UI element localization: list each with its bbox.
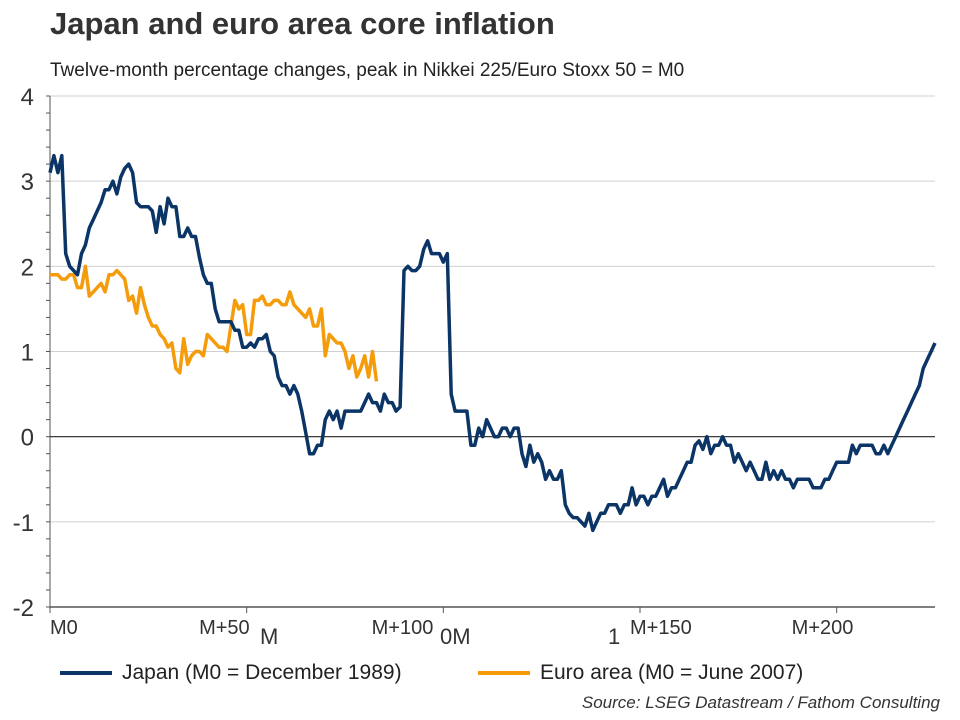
legend-label-japan: Japan (M0 = December 1989) bbox=[122, 661, 402, 684]
y-tick-label: 3 bbox=[21, 169, 34, 196]
source-note: Source: LSEG Datastream / Fathom Consult… bbox=[581, 693, 940, 712]
x-tick-label: M+100 bbox=[372, 617, 434, 639]
x-tick-label: M+200 bbox=[792, 617, 854, 639]
euro-area-series-line bbox=[50, 264, 379, 382]
x-tick-label: M+150 bbox=[630, 617, 692, 639]
legend-label-euro-area: Euro area (M0 = June 2007) bbox=[540, 661, 804, 684]
chart-title: Japan and euro area core inflation bbox=[50, 6, 555, 41]
x-tick-label-artifact: 0M bbox=[440, 624, 471, 649]
legend-item-japan: Japan (M0 = December 1989) bbox=[60, 661, 402, 685]
legend-swatch-japan bbox=[60, 671, 112, 675]
y-tick-label: 0 bbox=[21, 425, 34, 452]
y-tick-label: -2 bbox=[13, 595, 34, 622]
chart-subtitle: Twelve-month percentage changes, peak in… bbox=[50, 60, 685, 81]
y-tick-label: 4 bbox=[21, 84, 34, 111]
x-tick-label: M0 bbox=[50, 617, 78, 639]
x-tick-label: M+50 bbox=[199, 617, 250, 639]
y-tick-label: 1 bbox=[21, 340, 34, 367]
x-tick-label-artifact: 1 bbox=[608, 624, 620, 649]
y-tick-label: -1 bbox=[13, 510, 34, 537]
japan-series-line bbox=[48, 153, 937, 533]
legend-swatch-euro-area bbox=[478, 671, 530, 675]
y-tick-label: 2 bbox=[21, 254, 34, 281]
legend-item-euro-area: Euro area (M0 = June 2007) bbox=[478, 661, 803, 685]
x-tick-label-artifact: M bbox=[260, 624, 278, 649]
